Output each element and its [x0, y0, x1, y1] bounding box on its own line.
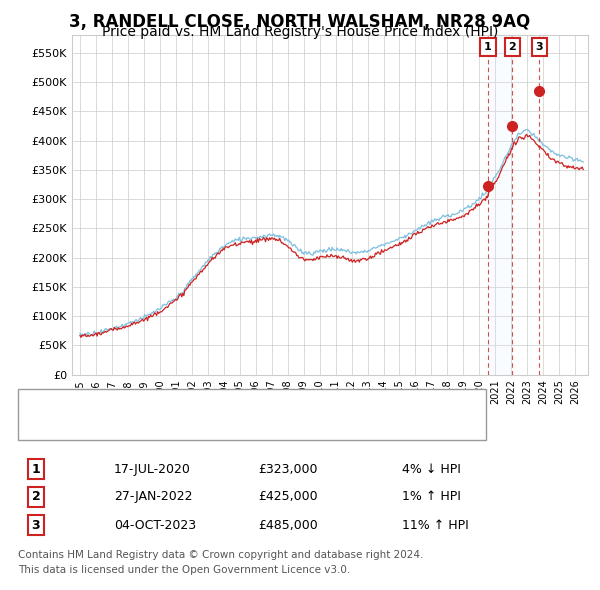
Text: 1: 1 [484, 42, 492, 53]
Text: 04-OCT-2023: 04-OCT-2023 [114, 519, 196, 532]
Text: Contains HM Land Registry data © Crown copyright and database right 2024.: Contains HM Land Registry data © Crown c… [18, 550, 424, 560]
Text: 17-JUL-2020: 17-JUL-2020 [114, 463, 191, 476]
Text: This data is licensed under the Open Government Licence v3.0.: This data is licensed under the Open Gov… [18, 565, 350, 575]
Text: £323,000: £323,000 [258, 463, 317, 476]
Text: £485,000: £485,000 [258, 519, 318, 532]
Text: 3: 3 [32, 519, 40, 532]
Text: 1% ↑ HPI: 1% ↑ HPI [402, 490, 461, 503]
Text: HPI: Average price, detached house, North Norfolk: HPI: Average price, detached house, Nort… [55, 422, 337, 432]
Text: 1: 1 [32, 463, 40, 476]
Text: 27-JAN-2022: 27-JAN-2022 [114, 490, 193, 503]
Text: 4% ↓ HPI: 4% ↓ HPI [402, 463, 461, 476]
Bar [488, 35, 512, 375]
Text: 3, RANDELL CLOSE, NORTH WALSHAM, NR28 9AQ (detached house): 3, RANDELL CLOSE, NORTH WALSHAM, NR28 9A… [55, 398, 433, 408]
Text: 3, RANDELL CLOSE, NORTH WALSHAM, NR28 9AQ: 3, RANDELL CLOSE, NORTH WALSHAM, NR28 9A… [70, 13, 530, 31]
Text: 2: 2 [509, 42, 517, 53]
Text: £425,000: £425,000 [258, 490, 317, 503]
Text: 3: 3 [535, 42, 543, 53]
Text: Price paid vs. HM Land Registry's House Price Index (HPI): Price paid vs. HM Land Registry's House … [102, 25, 498, 40]
Text: 2: 2 [32, 490, 40, 503]
Text: 11% ↑ HPI: 11% ↑ HPI [402, 519, 469, 532]
